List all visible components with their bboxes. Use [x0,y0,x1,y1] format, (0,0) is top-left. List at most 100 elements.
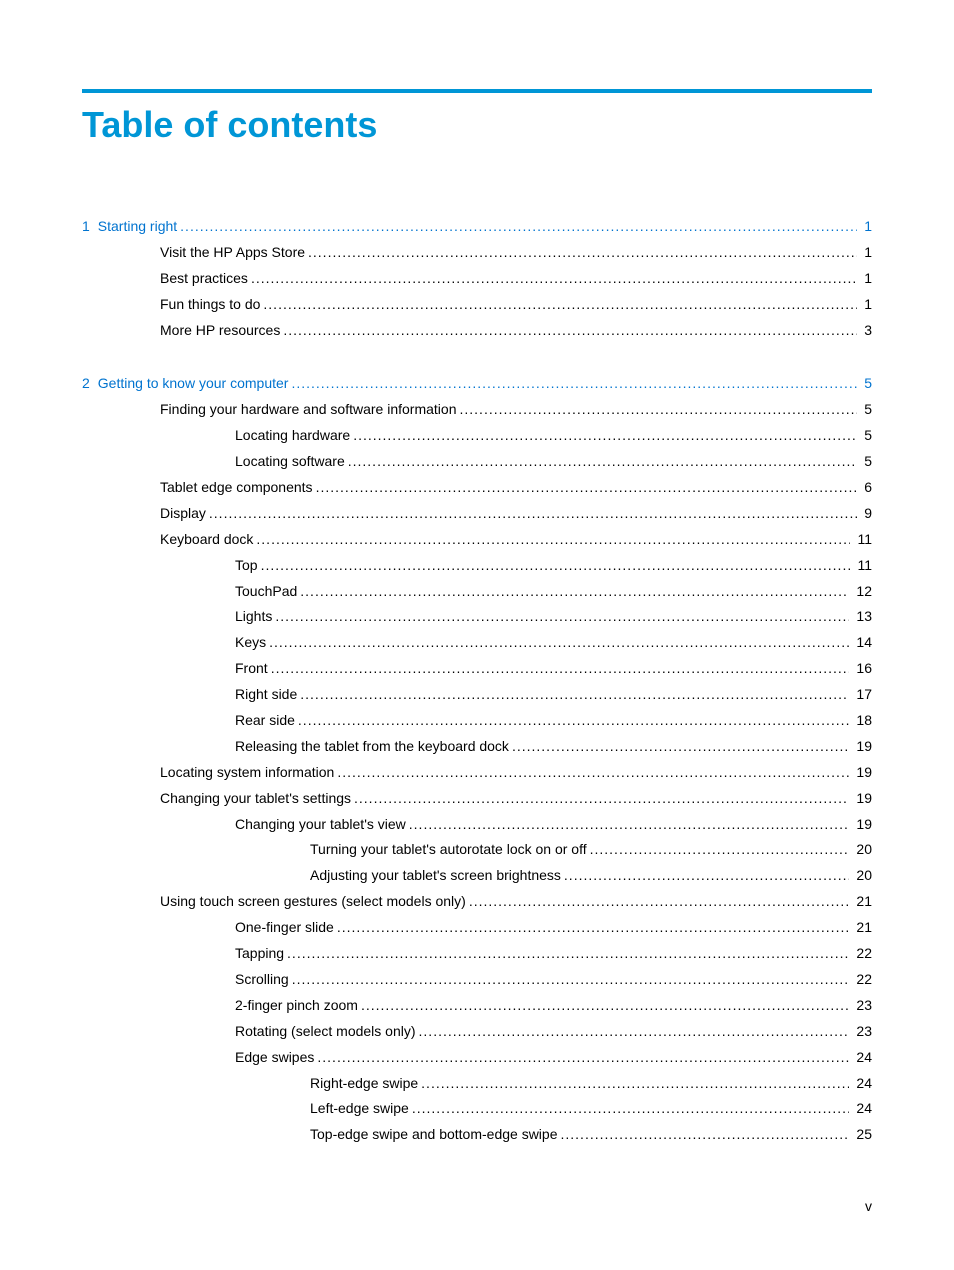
toc-leader-dots [291,371,857,397]
toc-entry-page: 22 [852,967,872,993]
toc-entry-page: 5 [860,397,872,423]
toc-leader-dots [180,214,857,240]
toc-entry: Turning your tablet's autorotate lock on… [82,837,872,863]
toc-entry-page: 5 [860,423,872,449]
toc-entry-page: 20 [852,863,872,889]
toc-entry: Rear side 18 [82,708,872,734]
toc-entry: Top 11 [82,553,872,579]
toc-leader-dots [361,993,849,1019]
toc-entry: Edge swipes 24 [82,1045,872,1071]
toc-entry: Keys 14 [82,630,872,656]
toc-entry-label: Right-edge swipe [310,1071,418,1097]
toc-leader-dots [316,475,858,501]
toc-entry-page: 1 [860,240,872,266]
toc-leader-dots [590,837,850,863]
toc-leader-dots [460,397,858,423]
toc-chapter-link[interactable]: 2 Getting to know your computer 5 [82,371,872,397]
toc-entry: Scrolling 22 [82,967,872,993]
toc-entry-label: Rear side [235,708,295,734]
toc-entry-label: Top [235,553,258,579]
toc-entry: Display 9 [82,501,872,527]
toc-entry-label: Releasing the tablet from the keyboard d… [235,734,509,760]
toc-chapter-link[interactable]: 1 Starting right 1 [82,214,872,240]
toc-entry: Right-edge swipe 24 [82,1071,872,1097]
toc-leader-dots [271,656,850,682]
toc-entry-page: 5 [860,371,872,397]
toc-leader-dots [298,708,850,734]
toc-entry-page: 12 [852,579,872,605]
toc-entry-label: Locating hardware [235,423,350,449]
toc-entry: TouchPad 12 [82,579,872,605]
toc-entry-label: Best practices [160,266,248,292]
toc-entry-label: Keys [235,630,266,656]
toc-leader-dots [353,423,857,449]
toc-entry-page: 14 [852,630,872,656]
toc-entry-page: 19 [852,760,872,786]
toc-entry-page: 21 [852,915,872,941]
toc-entry-page: 21 [852,889,872,915]
toc-chapter-number: 1 [82,214,90,240]
toc-entry-page: 17 [852,682,872,708]
toc-entry-page: 25 [852,1122,872,1148]
toc-leader-dots [209,501,857,527]
toc-entry-page: 19 [852,812,872,838]
toc-leader-dots [256,527,850,553]
toc-entry-label: One-finger slide [235,915,334,941]
toc-leader-dots [300,682,849,708]
toc-entry-page: 6 [860,475,872,501]
toc-entry: Rotating (select models only) 23 [82,1019,872,1045]
toc-entry-label: Getting to know your computer [98,371,289,397]
toc-entry-label: Starting right [98,214,177,240]
toc-entry-label: Front [235,656,268,682]
toc-entry: 2-finger pinch zoom 23 [82,993,872,1019]
toc-entry-label: Rotating (select models only) [235,1019,416,1045]
toc-entry-label: Finding your hardware and software infor… [160,397,457,423]
toc-leader-dots [419,1019,850,1045]
toc-entry-label: Edge swipes [235,1045,314,1071]
toc-leader-dots [421,1071,849,1097]
toc-entry-label: Using touch screen gestures (select mode… [160,889,466,915]
toc-entry-page: 23 [852,1019,872,1045]
toc-entry: Releasing the tablet from the keyboard d… [82,734,872,760]
toc-entry-page: 19 [852,786,872,812]
toc-leader-dots [261,553,851,579]
toc-leader-dots [283,318,857,344]
page-title: Table of contents [82,104,377,146]
toc-entry-label: Left-edge swipe [310,1096,409,1122]
toc-entry-label: Keyboard dock [160,527,253,553]
toc-entry-page: 3 [860,318,872,344]
toc-entry-page: 22 [852,941,872,967]
toc-entry: Finding your hardware and software infor… [82,397,872,423]
toc-entry-page: 24 [852,1071,872,1097]
toc-entry: Tapping 22 [82,941,872,967]
toc-entry-label: Scrolling [235,967,289,993]
toc-entry-label: Turning your tablet's autorotate lock on… [310,837,587,863]
toc-leader-dots [337,760,849,786]
toc-entry-label: Top-edge swipe and bottom-edge swipe [310,1122,558,1148]
toc-entry-label: Tablet edge components [160,475,313,501]
toc-entry-label: Lights [235,604,272,630]
toc-chapter-number: 2 [82,371,90,397]
toc-leader-dots [308,240,857,266]
toc-leader-dots [348,449,857,475]
toc-entry-page: 1 [860,214,872,240]
toc-leader-dots [269,630,849,656]
toc-entry-label: Fun things to do [160,292,260,318]
toc-leader-dots [412,1096,850,1122]
toc-leader-dots [287,941,849,967]
toc-entry-page: 11 [853,553,872,579]
toc-entry: Front 16 [82,656,872,682]
toc-entry-label: Changing your tablet's view [235,812,406,838]
toc-entry: Top-edge swipe and bottom-edge swipe 25 [82,1122,872,1148]
toc-entry-label: Adjusting your tablet's screen brightnes… [310,863,561,889]
toc-entry-page: 23 [852,993,872,1019]
toc-entry: Keyboard dock 11 [82,527,872,553]
toc-entry: Locating hardware 5 [82,423,872,449]
toc-leader-dots [251,266,857,292]
toc-entry: Using touch screen gestures (select mode… [82,889,872,915]
toc-entry-page: 1 [860,292,872,318]
toc-entry: Changing your tablet's view 19 [82,812,872,838]
toc-entry-label: Right side [235,682,297,708]
toc-entry: Lights 13 [82,604,872,630]
toc-leader-dots [292,967,850,993]
